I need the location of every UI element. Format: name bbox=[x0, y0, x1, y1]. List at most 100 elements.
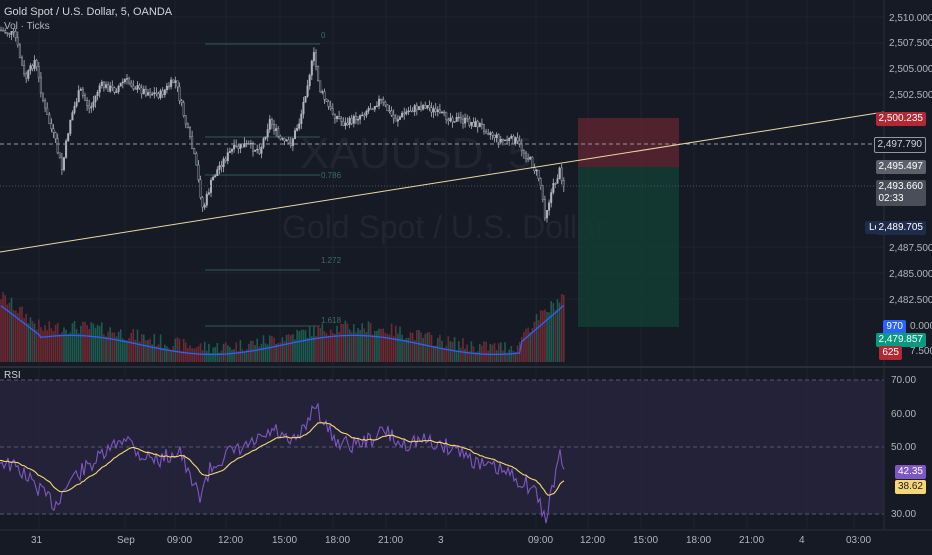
volume-bar bbox=[73, 321, 76, 362]
candle-body bbox=[453, 121, 456, 123]
candle-body bbox=[336, 116, 339, 119]
candle-body bbox=[401, 112, 404, 118]
volume-bar bbox=[472, 346, 475, 362]
volume-bar bbox=[275, 343, 277, 362]
volume-bar bbox=[395, 325, 397, 362]
volume-bar bbox=[300, 329, 303, 362]
volume-bar bbox=[416, 330, 418, 362]
volume-bar bbox=[424, 333, 426, 362]
candle-body bbox=[16, 37, 19, 46]
candle-body bbox=[90, 106, 93, 109]
fibonacci-retracement[interactable]: 0 0.786 1.272 1.618 bbox=[205, 31, 342, 327]
candle-body bbox=[319, 80, 322, 92]
candle-body bbox=[193, 148, 196, 154]
volume-bar bbox=[6, 304, 9, 362]
volume-bar bbox=[27, 323, 30, 362]
candle-body bbox=[375, 105, 378, 108]
price-axis[interactable]: 2,510.000 2,507.500 2,505.000 2,502.500 … bbox=[889, 13, 932, 357]
volume-bar bbox=[231, 349, 233, 362]
take-profit-zone[interactable] bbox=[578, 167, 679, 327]
candle-body bbox=[23, 65, 26, 75]
candle-body bbox=[228, 151, 231, 153]
price-tick: 2,482.500 bbox=[889, 295, 932, 306]
volume-bar bbox=[136, 329, 139, 362]
volume-bar bbox=[109, 327, 111, 362]
volume-bar bbox=[560, 293, 563, 362]
volume-bar bbox=[235, 342, 237, 362]
price-tick: 0.000 bbox=[910, 321, 932, 332]
volume-bar bbox=[399, 326, 401, 362]
candle-body bbox=[18, 44, 21, 58]
volume-bar bbox=[149, 338, 151, 362]
rsi-indicator-label[interactable]: RSI bbox=[4, 370, 21, 381]
volume-bar bbox=[506, 352, 508, 362]
candle-body bbox=[380, 98, 383, 101]
entry-price-tag: 2,495.497 bbox=[875, 160, 926, 174]
candle-body bbox=[508, 137, 511, 141]
volume-bar bbox=[479, 343, 481, 362]
candle-body bbox=[321, 91, 324, 93]
candle-body bbox=[537, 169, 540, 179]
volume-bar bbox=[80, 325, 82, 362]
candle-body bbox=[188, 127, 191, 137]
candle-body bbox=[35, 60, 38, 67]
candle-body bbox=[333, 113, 336, 119]
rsi-tick: 30.00 bbox=[891, 509, 916, 520]
candle-body bbox=[146, 92, 149, 96]
price-candles[interactable] bbox=[0, 26, 565, 223]
candle-body bbox=[541, 185, 544, 200]
candle-body bbox=[0, 29, 2, 32]
candle-body bbox=[478, 123, 481, 128]
candle-body bbox=[151, 93, 154, 96]
volume-bar bbox=[281, 337, 284, 362]
volume-bar bbox=[403, 339, 405, 362]
volume-bar bbox=[132, 328, 135, 362]
candle-body bbox=[298, 123, 301, 129]
candle-body bbox=[409, 110, 412, 113]
volume-bar bbox=[287, 334, 290, 362]
volume-bar bbox=[245, 349, 248, 362]
volume-bar bbox=[35, 329, 38, 362]
volume-bar bbox=[203, 341, 206, 362]
candle-body bbox=[54, 132, 57, 139]
stop-loss-zone[interactable] bbox=[578, 118, 679, 167]
candle-body bbox=[468, 118, 471, 126]
candle-body bbox=[237, 146, 240, 149]
volume-bar bbox=[430, 334, 433, 362]
candle-body bbox=[529, 156, 532, 160]
volume-bar bbox=[485, 341, 487, 362]
volume-bar bbox=[539, 310, 542, 362]
candle-body bbox=[312, 52, 315, 62]
current-price-value: 2,493.660 bbox=[878, 181, 924, 192]
candle-body bbox=[501, 139, 504, 141]
rsi-axis[interactable]: 70.00 60.00 50.00 30.00 bbox=[891, 375, 916, 520]
volume-bar bbox=[38, 319, 40, 362]
volume-bar bbox=[260, 343, 263, 362]
candle-body bbox=[50, 123, 53, 130]
volume-bar bbox=[42, 330, 44, 362]
candle-body bbox=[184, 115, 187, 125]
candle-body bbox=[277, 128, 280, 137]
volume-bar bbox=[512, 350, 515, 362]
candle-body bbox=[226, 152, 229, 162]
volume-bar bbox=[313, 326, 315, 362]
volume-bar bbox=[548, 312, 550, 362]
candle-body bbox=[413, 105, 416, 112]
candle-body bbox=[525, 152, 528, 159]
volume-bar bbox=[264, 343, 267, 362]
candle-body bbox=[476, 120, 479, 128]
candle-body bbox=[331, 108, 334, 115]
volume-bar bbox=[529, 332, 531, 362]
volume-indicator-label[interactable]: Vol · Ticks bbox=[4, 21, 50, 32]
volume-bar bbox=[103, 334, 105, 362]
candle-body bbox=[117, 86, 120, 92]
volume-bar bbox=[164, 344, 166, 362]
rsi-ma-value-tag: 38.62 bbox=[894, 480, 926, 494]
time-tick: 4 bbox=[799, 535, 805, 546]
trendline[interactable] bbox=[0, 111, 885, 253]
candle-body bbox=[142, 88, 145, 94]
time-axis[interactable]: 31 Sep 09:00 12:00 15:00 18:00 21:00 3 0… bbox=[31, 535, 871, 546]
chart-title[interactable]: Gold Spot / U.S. Dollar, 5, OANDA bbox=[4, 6, 173, 18]
